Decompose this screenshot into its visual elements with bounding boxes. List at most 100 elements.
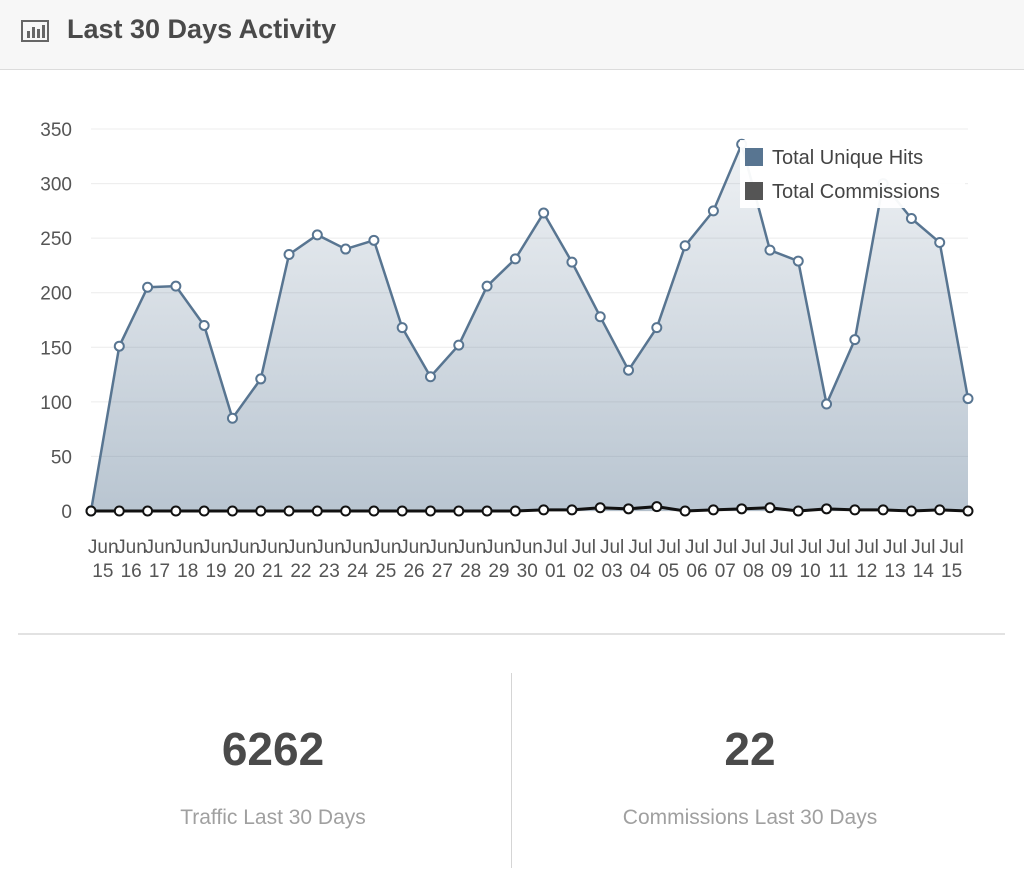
x-tick-label: Jun 17 bbox=[144, 537, 176, 582]
data-point bbox=[424, 371, 436, 383]
legend-swatch bbox=[745, 182, 763, 200]
data-point bbox=[566, 504, 578, 516]
data-point bbox=[481, 280, 493, 292]
data-point bbox=[707, 205, 719, 217]
x-tick-label: Jun 15 bbox=[87, 537, 119, 582]
data-point bbox=[311, 229, 323, 241]
data-point bbox=[396, 322, 408, 334]
x-tick-label: Jul 02 bbox=[571, 537, 596, 582]
x-tick-label: Jun 26 bbox=[399, 537, 430, 582]
data-point bbox=[113, 340, 125, 352]
data-point bbox=[283, 505, 295, 517]
data-point bbox=[538, 504, 550, 516]
data-point bbox=[594, 502, 606, 514]
data-point bbox=[368, 505, 380, 517]
data-point bbox=[736, 503, 748, 515]
data-point bbox=[311, 505, 323, 517]
data-point bbox=[340, 243, 352, 255]
x-tick-label: Jul 01 bbox=[543, 537, 568, 582]
x-tick-label: Jul 08 bbox=[741, 537, 766, 582]
data-point bbox=[226, 505, 238, 517]
stat-label: Commissions Last 30 Days bbox=[622, 806, 878, 829]
data-point bbox=[651, 322, 663, 334]
data-point bbox=[198, 319, 210, 331]
x-tick-label: Jul 04 bbox=[628, 537, 653, 582]
x-tick-label: Jul 05 bbox=[656, 537, 681, 582]
x-tick-label: Jul 15 bbox=[939, 537, 964, 582]
data-point bbox=[340, 505, 352, 517]
data-point bbox=[509, 505, 521, 517]
data-point bbox=[679, 505, 691, 517]
x-tick-label: Jun 18 bbox=[172, 537, 204, 582]
y-tick-label: 250 bbox=[40, 229, 72, 250]
x-tick-label: Jul 09 bbox=[769, 537, 794, 582]
x-tick-label: Jun 27 bbox=[427, 537, 458, 582]
x-tick-label: Jun 20 bbox=[229, 537, 260, 582]
data-point bbox=[821, 503, 833, 515]
x-tick-label: Jun 24 bbox=[342, 537, 374, 582]
data-point bbox=[877, 504, 889, 516]
data-point bbox=[566, 256, 578, 268]
data-point bbox=[368, 234, 380, 246]
data-point bbox=[623, 364, 635, 376]
legend-label: Total Commissions bbox=[772, 181, 940, 203]
area-fill bbox=[91, 144, 968, 511]
widget-title: Last 30 Days Activity bbox=[67, 14, 337, 44]
x-tick-label: Jun 25 bbox=[370, 537, 402, 582]
data-point bbox=[226, 412, 238, 424]
legend-label: Total Unique Hits bbox=[772, 147, 923, 169]
x-tick-label: Jun 19 bbox=[201, 537, 232, 582]
series-line bbox=[89, 140, 970, 512]
widget-header: Last 30 Days Activity bbox=[0, 0, 1024, 70]
data-point bbox=[792, 255, 804, 267]
stat-value: 6262 bbox=[221, 723, 325, 775]
data-point bbox=[85, 505, 97, 517]
x-tick-label: Jun 16 bbox=[116, 537, 147, 582]
data-point bbox=[453, 339, 465, 351]
data-point bbox=[962, 505, 974, 517]
data-point bbox=[934, 504, 946, 516]
x-tick-label: Jul 13 bbox=[882, 537, 908, 582]
data-point bbox=[283, 249, 295, 261]
data-point bbox=[594, 311, 606, 323]
data-point bbox=[849, 334, 861, 346]
data-point bbox=[142, 505, 154, 517]
data-point bbox=[170, 505, 182, 517]
x-tick-label: Jul 14 bbox=[911, 537, 936, 582]
data-point bbox=[707, 504, 719, 516]
divider bbox=[18, 633, 1005, 635]
x-tick-label: Jul 06 bbox=[684, 537, 710, 582]
data-point bbox=[198, 505, 210, 517]
chart: 0 50 100 150 200 250 300 350 Total Unique Hits To… bbox=[40, 120, 974, 523]
data-point bbox=[764, 244, 776, 256]
data-point bbox=[962, 393, 974, 405]
x-tick-label: Jun 23 bbox=[314, 537, 345, 582]
data-point bbox=[934, 237, 946, 249]
data-point bbox=[142, 281, 154, 293]
y-tick-label: 0 bbox=[61, 502, 72, 523]
x-tick-label: Jul 12 bbox=[854, 537, 879, 582]
data-point bbox=[792, 505, 804, 517]
data-point bbox=[509, 253, 521, 265]
x-tick-label: Jun 28 bbox=[455, 537, 487, 582]
y-tick-label: 350 bbox=[40, 120, 72, 141]
legend-swatch bbox=[745, 148, 763, 166]
data-point bbox=[905, 505, 917, 517]
x-tick-label: Jun 29 bbox=[483, 537, 515, 582]
x-tick-label: Jun 22 bbox=[285, 537, 317, 582]
data-point bbox=[679, 240, 691, 252]
data-point bbox=[849, 504, 861, 516]
chart-icon bbox=[21, 20, 49, 42]
data-point bbox=[170, 280, 182, 292]
data-point bbox=[453, 505, 465, 517]
x-tick-label: Jul 11 bbox=[826, 537, 851, 582]
data-point bbox=[538, 207, 550, 219]
data-point bbox=[255, 505, 267, 517]
stat-label: Traffic Last 30 Days bbox=[180, 806, 366, 829]
data-point bbox=[623, 503, 635, 515]
y-tick-label: 200 bbox=[40, 284, 72, 305]
data-point bbox=[651, 501, 663, 513]
data-point bbox=[396, 505, 408, 517]
data-point bbox=[481, 505, 493, 517]
